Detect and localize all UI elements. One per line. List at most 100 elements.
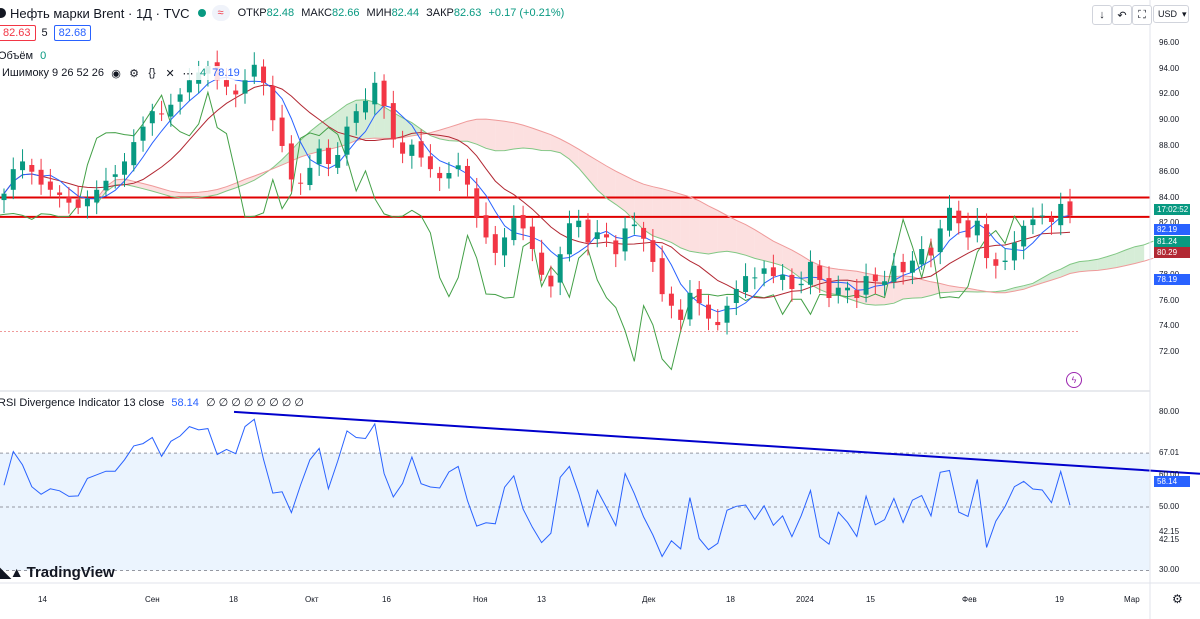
source-code-icon[interactable]: {} bbox=[148, 67, 156, 79]
buy-button[interactable]: 82.68 bbox=[53, 25, 92, 41]
time-label: 15 bbox=[866, 595, 875, 604]
candle-body bbox=[427, 156, 433, 170]
undo-icon[interactable]: ↶ bbox=[1112, 5, 1132, 25]
more-icon[interactable]: ⋯ bbox=[182, 67, 194, 80]
candle-body bbox=[919, 249, 925, 265]
mode-pill[interactable]: ≈ bbox=[211, 5, 230, 21]
candle-body bbox=[1048, 217, 1054, 222]
candle-body bbox=[131, 142, 137, 166]
lightning-icon[interactable]: ϟ bbox=[1066, 372, 1082, 388]
cloud-segment bbox=[912, 276, 922, 299]
candle-body bbox=[261, 66, 267, 83]
price-tick: 84.00 bbox=[1159, 192, 1180, 202]
fullscreen-icon[interactable]: ⛶ bbox=[1132, 5, 1152, 25]
price-tick: 92.00 bbox=[1159, 89, 1180, 99]
candle-body bbox=[233, 90, 239, 95]
high-value: 82.66 bbox=[331, 7, 360, 19]
candle-body bbox=[845, 287, 851, 291]
cloud-segment bbox=[1023, 283, 1033, 290]
kijun-line bbox=[3, 84, 1071, 299]
candle-body bbox=[47, 181, 53, 190]
rsi-label: RSI Divergence Indicator 13 close bbox=[0, 397, 165, 409]
rsi-legend[interactable]: RSI Divergence Indicator 13 close 58.14 … bbox=[0, 396, 304, 409]
candle-body bbox=[140, 126, 146, 141]
eye-icon[interactable]: ◉ bbox=[111, 67, 121, 80]
cloud-segment bbox=[578, 149, 588, 180]
price-tick: 82.00 bbox=[1159, 218, 1180, 228]
price-tick: 76.00 bbox=[1159, 295, 1180, 305]
time-label: 14 bbox=[38, 595, 47, 604]
cloud-segment bbox=[161, 188, 171, 197]
candle-body bbox=[854, 290, 860, 298]
ichimoku-cloud bbox=[96, 99, 1145, 306]
time-label: Окт bbox=[305, 595, 319, 604]
cloud-segment bbox=[949, 285, 959, 293]
cloud-segment bbox=[921, 279, 931, 298]
candle-body bbox=[687, 292, 693, 320]
candle-body bbox=[186, 80, 192, 93]
candle-body bbox=[789, 274, 795, 289]
cloud-segment bbox=[717, 210, 728, 253]
candle-body bbox=[752, 277, 758, 279]
candle-body bbox=[242, 80, 248, 94]
candle-body bbox=[696, 289, 702, 304]
price-tick: 74.00 bbox=[1159, 321, 1180, 331]
candle-body bbox=[770, 267, 776, 277]
cloud-segment bbox=[1134, 244, 1145, 264]
candle-body bbox=[882, 281, 888, 285]
cloud-segment bbox=[597, 160, 607, 199]
time-label: 2024 bbox=[796, 595, 814, 604]
candle-body bbox=[678, 309, 684, 320]
rsi-tick: 42.15 bbox=[1159, 535, 1180, 545]
trade-row: 82.63 5 82.68 bbox=[0, 25, 92, 41]
time-label: 19 bbox=[1055, 595, 1064, 604]
rsi-tick: 30.00 bbox=[1159, 565, 1180, 575]
ichimoku-legend[interactable]: Ишимоку 9 26 52 26 ◉ ⚙ {} ✕ ⋯ 4 78.19 bbox=[0, 66, 242, 80]
symbol-title[interactable]: Нефть марки Brent · 1Д · TVC bbox=[10, 5, 190, 21]
candle-body bbox=[668, 293, 674, 306]
cloud-segment bbox=[226, 183, 236, 191]
candle-body bbox=[900, 261, 906, 273]
candle-body bbox=[316, 148, 322, 165]
candle-body bbox=[418, 141, 424, 158]
currency-select[interactable]: USD ▾ bbox=[1153, 5, 1189, 23]
cloud-segment bbox=[773, 241, 783, 266]
candle-body bbox=[363, 100, 369, 113]
candle-body bbox=[390, 103, 396, 140]
ohlc-readout: ОТКР82.48 МАКС82.66 МИН82.44 ЗАКР82.63 +… bbox=[238, 7, 569, 19]
cloud-segment bbox=[532, 128, 542, 151]
candle-body bbox=[335, 154, 341, 168]
cloud-segment bbox=[1125, 246, 1135, 266]
gear-icon[interactable]: ⚙ bbox=[1172, 592, 1183, 606]
candle-body bbox=[817, 265, 823, 280]
candle-body bbox=[446, 173, 452, 179]
settings-icon[interactable]: ⚙ bbox=[129, 67, 139, 80]
candle-body bbox=[872, 274, 878, 282]
candle-body bbox=[798, 283, 804, 286]
open-value: 82.48 bbox=[266, 7, 295, 19]
candle-body bbox=[66, 197, 72, 203]
cloud-segment bbox=[1032, 278, 1043, 286]
close-label: ЗАКР bbox=[426, 7, 454, 19]
candle-body bbox=[965, 220, 971, 238]
sell-button[interactable]: 82.63 bbox=[0, 25, 36, 41]
candle-body bbox=[956, 210, 962, 224]
cloud-segment bbox=[152, 185, 162, 194]
arrow-down-icon[interactable]: ↓ bbox=[1092, 5, 1112, 25]
candle-body bbox=[1030, 219, 1036, 226]
cloud-segment bbox=[513, 122, 524, 149]
rsi-tick: 67.01 bbox=[1159, 448, 1180, 458]
candle-body bbox=[724, 305, 730, 323]
volume-legend[interactable]: Объём 0 bbox=[0, 50, 46, 62]
candle-body bbox=[928, 247, 934, 256]
close-icon[interactable]: ✕ bbox=[165, 67, 175, 80]
candle-body bbox=[557, 254, 563, 283]
candle-body bbox=[715, 321, 721, 326]
ichimoku-value: 78.19 bbox=[212, 67, 240, 79]
candle-body bbox=[29, 165, 35, 172]
symbol-logo-icon bbox=[0, 8, 6, 18]
candle-body bbox=[20, 161, 26, 171]
candle-body bbox=[594, 232, 600, 240]
candle-body bbox=[409, 144, 415, 156]
